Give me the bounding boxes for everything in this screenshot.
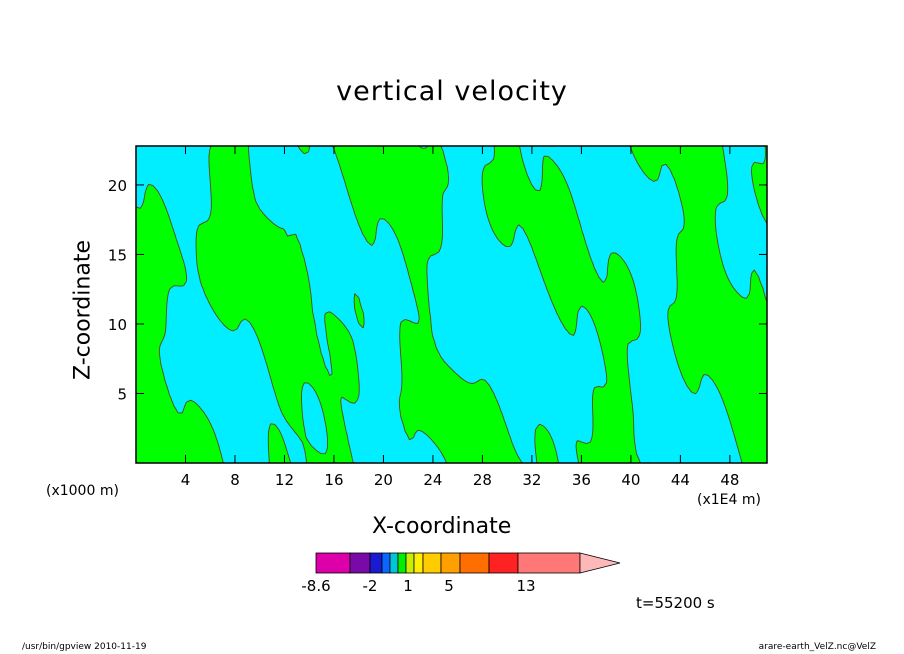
y-tick-label: 5 [117,385,127,403]
time-label: t=55200 s [636,594,715,612]
x-tick-label: 32 [522,471,541,489]
colorbar-box [397,552,407,574]
colorbar-box [389,552,399,574]
x-tick-label: 44 [671,471,690,489]
colorbar-box [315,552,351,574]
zero-contour-line [136,146,767,463]
colorbar-box [459,552,490,574]
x-tick-label: 24 [423,471,442,489]
colorbar-box [488,552,519,574]
x-tick-label: 40 [621,471,640,489]
colorbar-box [405,552,415,574]
y-tick-label: 20 [108,177,127,195]
chart-title: vertical velocity [336,76,568,107]
x-tick-label: 12 [275,471,294,489]
colorbar-box [422,552,442,574]
y-axis-label: Z-coordinate [70,240,96,380]
colorbar: -8.6 -2 1 5 13 [301,552,621,595]
velocity-field [136,146,767,463]
colorbar-label: 1 [403,577,413,595]
x-tick-label: 8 [230,471,240,489]
y-tick-label: 10 [108,316,127,334]
colorbar-label: -8.6 [301,577,330,595]
colorbar-box [381,552,391,574]
y-tick-label: 15 [108,246,127,264]
x-tick-label: 20 [374,471,393,489]
x-tick-label: 36 [572,471,591,489]
plot-frame [135,145,768,464]
x-tick-label: 28 [473,471,492,489]
colorbar-label: -2 [363,577,378,595]
x-tick-label: 48 [720,471,739,489]
colorbar-label: 5 [444,577,454,595]
x-scale-note: (x1E4 m) [697,492,761,508]
colorbar-box [413,552,424,574]
colorbar-box [369,552,383,574]
colorbar-arrow [579,552,621,574]
x-tick-label: 16 [324,471,343,489]
x-axis-label: X-coordinate [372,514,512,539]
x-tick-label: 4 [181,471,191,489]
x-axis: 4 8 12 16 20 24 28 32 36 40 44 48 [181,146,739,489]
colorbar-box [349,552,371,574]
footer-right: arare-earth_VelZ.nc@VelZ [758,642,876,652]
colorbar-box [440,552,461,574]
footer-left: /usr/bin/gpview 2010-11-19 [22,642,147,652]
x-unit-note: (x1000 m) [46,483,119,499]
colorbar-label: 13 [516,577,535,595]
colorbar-box [517,552,581,574]
y-axis: 5 10 15 20 [108,177,767,403]
